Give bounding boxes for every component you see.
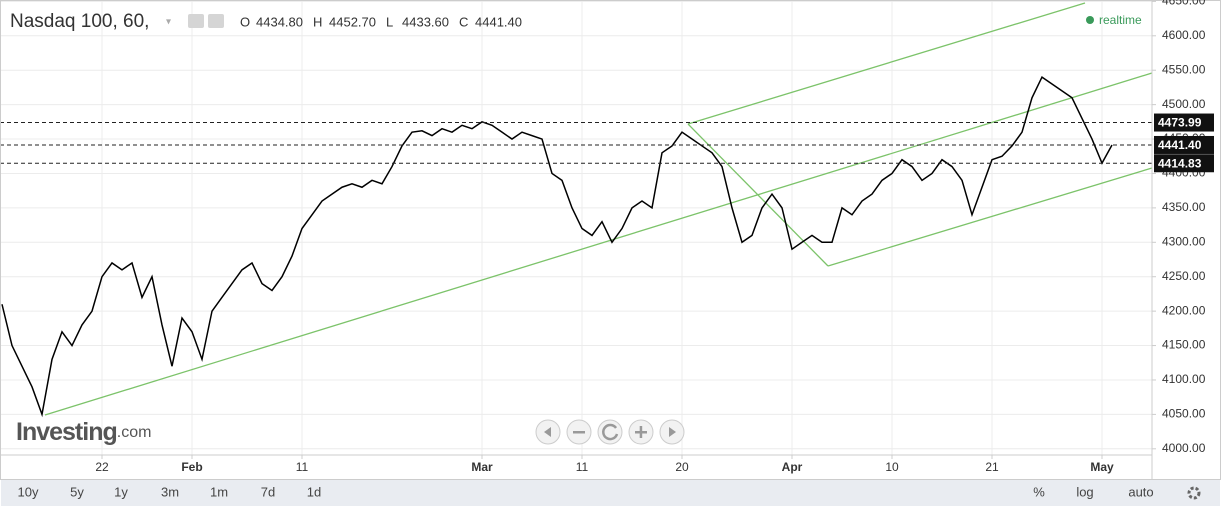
icon: [602, 423, 619, 441]
range-button[interactable]: 10y: [18, 484, 39, 499]
price-label: 4441.40: [1158, 138, 1202, 152]
chart-title: Nasdaq 100, 60,: [10, 11, 149, 32]
price-label-box: [1154, 113, 1214, 132]
scale-button[interactable]: %: [1033, 484, 1045, 499]
price-label: 4473.99: [1158, 116, 1202, 130]
toolbar: [1, 480, 1220, 506]
price-label-box: [1154, 135, 1214, 154]
range-button[interactable]: 1y: [114, 484, 128, 499]
ohlc: O 4434.80 H 4452.70 L 4433.60 C 4441.40: [240, 14, 522, 29]
ohlc-value: 4433.60: [402, 14, 449, 29]
dropdown-icon[interactable]: ▾: [166, 17, 171, 28]
range-button[interactable]: 7d: [261, 484, 275, 499]
status-dot: [1086, 16, 1094, 24]
x-tick-label: 20: [675, 460, 689, 474]
channel-drawing: [44, 2, 1153, 416]
icon: [669, 427, 676, 437]
range-button[interactable]: 5y: [70, 484, 84, 499]
ohlc-value: 4434.80: [256, 14, 303, 29]
y-tick-label: 4050.00: [1162, 407, 1206, 421]
y-tick-label: 4350.00: [1162, 200, 1206, 214]
x-tick-label: 11: [576, 460, 589, 474]
price-label-box: [1154, 154, 1214, 173]
ohlc-value: 4441.40: [475, 14, 522, 29]
y-tick-label: 4500.00: [1162, 97, 1206, 111]
scale-button[interactable]: auto: [1128, 484, 1153, 499]
toolbar-buttons: 10y 5y 1y 3m 1m 7d 1d% log auto: [18, 484, 1154, 499]
range-button[interactable]: 1d: [307, 484, 321, 499]
range-button[interactable]: 1m: [210, 484, 228, 499]
logo: Investing.com: [16, 418, 151, 446]
scale-button[interactable]: log: [1076, 484, 1093, 499]
x-tick-label: 22: [95, 460, 109, 474]
ohlc-key: O: [240, 14, 250, 29]
icon: [544, 427, 551, 437]
y-tick-label: 4100.00: [1162, 372, 1206, 386]
y-tick-label: 4550.00: [1162, 62, 1206, 76]
eye-button[interactable]: [188, 14, 204, 28]
price-label: 4414.83: [1158, 156, 1202, 170]
grid: [0, 0, 1152, 455]
range-button[interactable]: 3m: [161, 484, 179, 499]
y-tick-label: 4300.00: [1162, 234, 1206, 248]
settings-button[interactable]: [208, 14, 224, 28]
nav-icons: [544, 423, 676, 441]
plot: [0, 75, 1152, 418]
icon: [573, 431, 585, 434]
y-tick-label: 4000.00: [1162, 441, 1206, 455]
trend-line: [827, 167, 1153, 267]
y-tick-label: 4650.00: [1162, 0, 1206, 8]
y-tick-label: 4150.00: [1162, 338, 1206, 352]
x-tick-label: Feb: [181, 460, 202, 474]
x-tick-label: Mar: [471, 460, 493, 474]
icon: [639, 426, 643, 438]
x-tick-label: May: [1090, 460, 1114, 474]
x-tick-label: 10: [885, 460, 899, 474]
logo-suffix: .com: [117, 424, 152, 441]
trend-line: [687, 123, 829, 267]
price-line: [1, 75, 1113, 418]
logo-brand: Investing: [16, 418, 117, 446]
y-tick-label: 4200.00: [1162, 303, 1206, 317]
x-tick-label: 21: [985, 460, 999, 474]
status: realtime: [1099, 13, 1142, 27]
nav-reset[interactable]: [597, 419, 623, 445]
x-tick-label: 11: [296, 460, 309, 474]
trend-line: [44, 72, 1153, 416]
ohlc-value: 4452.70: [329, 14, 376, 29]
x-tick-label: Apr: [782, 460, 803, 474]
ohlc-key: H: [313, 14, 322, 29]
trend-line: [687, 2, 1086, 125]
y-tick-label: 4600.00: [1162, 28, 1206, 42]
settings-icon[interactable]: [1187, 486, 1201, 500]
ohlc-key: C: [459, 14, 468, 29]
ohlc-key: L: [386, 14, 393, 29]
y-tick-label: 4250.00: [1162, 269, 1206, 283]
